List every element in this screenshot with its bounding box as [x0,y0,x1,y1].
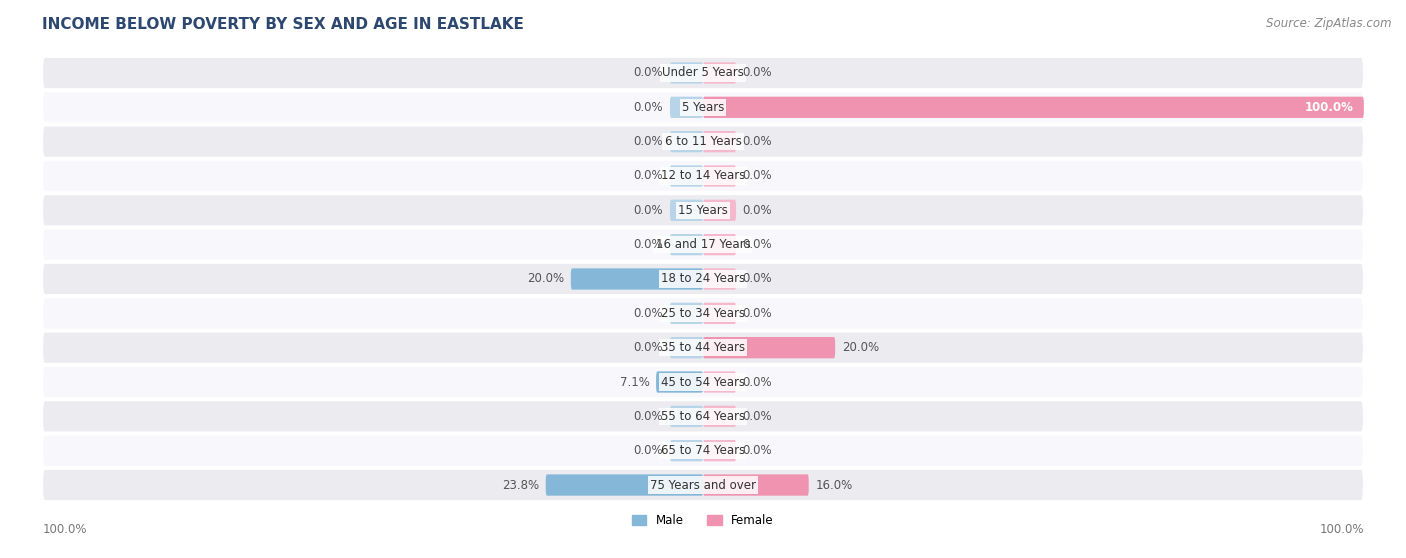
FancyBboxPatch shape [703,97,1364,118]
Text: 12 to 14 Years: 12 to 14 Years [661,170,745,182]
Text: 0.0%: 0.0% [634,410,664,423]
FancyBboxPatch shape [703,406,737,427]
Text: 16 and 17 Years: 16 and 17 Years [655,238,751,251]
FancyBboxPatch shape [703,200,737,221]
Text: 0.0%: 0.0% [634,170,664,182]
FancyBboxPatch shape [42,331,1364,364]
FancyBboxPatch shape [703,234,737,256]
Text: 0.0%: 0.0% [634,204,664,217]
FancyBboxPatch shape [669,406,703,427]
Text: 20.0%: 20.0% [527,272,564,286]
FancyBboxPatch shape [703,62,737,84]
FancyBboxPatch shape [42,400,1364,432]
Text: 7.1%: 7.1% [620,376,650,388]
FancyBboxPatch shape [703,372,737,393]
Text: 55 to 64 Years: 55 to 64 Years [661,410,745,423]
Text: 0.0%: 0.0% [742,272,772,286]
Text: 25 to 34 Years: 25 to 34 Years [661,307,745,320]
FancyBboxPatch shape [571,268,703,290]
Text: 0.0%: 0.0% [634,135,664,148]
Text: 5 Years: 5 Years [682,101,724,114]
Text: 0.0%: 0.0% [742,410,772,423]
Text: 0.0%: 0.0% [634,101,664,114]
Text: 100.0%: 100.0% [1319,523,1364,536]
FancyBboxPatch shape [42,126,1364,158]
Text: 0.0%: 0.0% [634,66,664,79]
FancyBboxPatch shape [703,131,737,152]
Text: Source: ZipAtlas.com: Source: ZipAtlas.com [1267,17,1392,30]
Text: 0.0%: 0.0% [634,307,664,320]
Text: 100.0%: 100.0% [1305,101,1354,114]
FancyBboxPatch shape [669,337,703,358]
Text: 65 to 74 Years: 65 to 74 Years [661,444,745,457]
Text: 0.0%: 0.0% [742,376,772,388]
FancyBboxPatch shape [42,435,1364,467]
FancyBboxPatch shape [42,91,1364,123]
FancyBboxPatch shape [42,469,1364,501]
Text: Under 5 Years: Under 5 Years [662,66,744,79]
Text: 20.0%: 20.0% [842,341,879,354]
Text: 15 Years: 15 Years [678,204,728,217]
FancyBboxPatch shape [703,337,835,358]
Text: 18 to 24 Years: 18 to 24 Years [661,272,745,286]
Text: 0.0%: 0.0% [634,341,664,354]
FancyBboxPatch shape [669,131,703,152]
FancyBboxPatch shape [42,229,1364,261]
FancyBboxPatch shape [669,440,703,461]
FancyBboxPatch shape [42,57,1364,89]
Text: 0.0%: 0.0% [742,170,772,182]
FancyBboxPatch shape [42,263,1364,295]
Text: 100.0%: 100.0% [42,523,87,536]
Text: 0.0%: 0.0% [742,135,772,148]
FancyBboxPatch shape [669,200,703,221]
FancyBboxPatch shape [703,165,737,186]
FancyBboxPatch shape [657,372,703,393]
FancyBboxPatch shape [546,474,703,496]
FancyBboxPatch shape [42,297,1364,329]
Text: 6 to 11 Years: 6 to 11 Years [665,135,741,148]
FancyBboxPatch shape [42,160,1364,192]
FancyBboxPatch shape [703,268,737,290]
FancyBboxPatch shape [703,302,737,324]
FancyBboxPatch shape [703,474,808,496]
Text: 0.0%: 0.0% [742,307,772,320]
FancyBboxPatch shape [669,97,703,118]
Text: 0.0%: 0.0% [742,204,772,217]
FancyBboxPatch shape [669,62,703,84]
Text: 0.0%: 0.0% [742,66,772,79]
FancyBboxPatch shape [42,366,1364,398]
FancyBboxPatch shape [669,165,703,186]
Text: 75 Years and over: 75 Years and over [650,479,756,492]
Text: 16.0%: 16.0% [815,479,852,492]
Text: 23.8%: 23.8% [502,479,538,492]
FancyBboxPatch shape [669,302,703,324]
FancyBboxPatch shape [42,194,1364,227]
Text: 0.0%: 0.0% [742,238,772,251]
FancyBboxPatch shape [703,440,737,461]
Text: 0.0%: 0.0% [634,444,664,457]
Legend: Male, Female: Male, Female [627,509,779,532]
Text: 0.0%: 0.0% [742,444,772,457]
Text: 45 to 54 Years: 45 to 54 Years [661,376,745,388]
Text: INCOME BELOW POVERTY BY SEX AND AGE IN EASTLAKE: INCOME BELOW POVERTY BY SEX AND AGE IN E… [42,17,524,32]
Text: 35 to 44 Years: 35 to 44 Years [661,341,745,354]
Text: 0.0%: 0.0% [634,238,664,251]
FancyBboxPatch shape [669,234,703,256]
